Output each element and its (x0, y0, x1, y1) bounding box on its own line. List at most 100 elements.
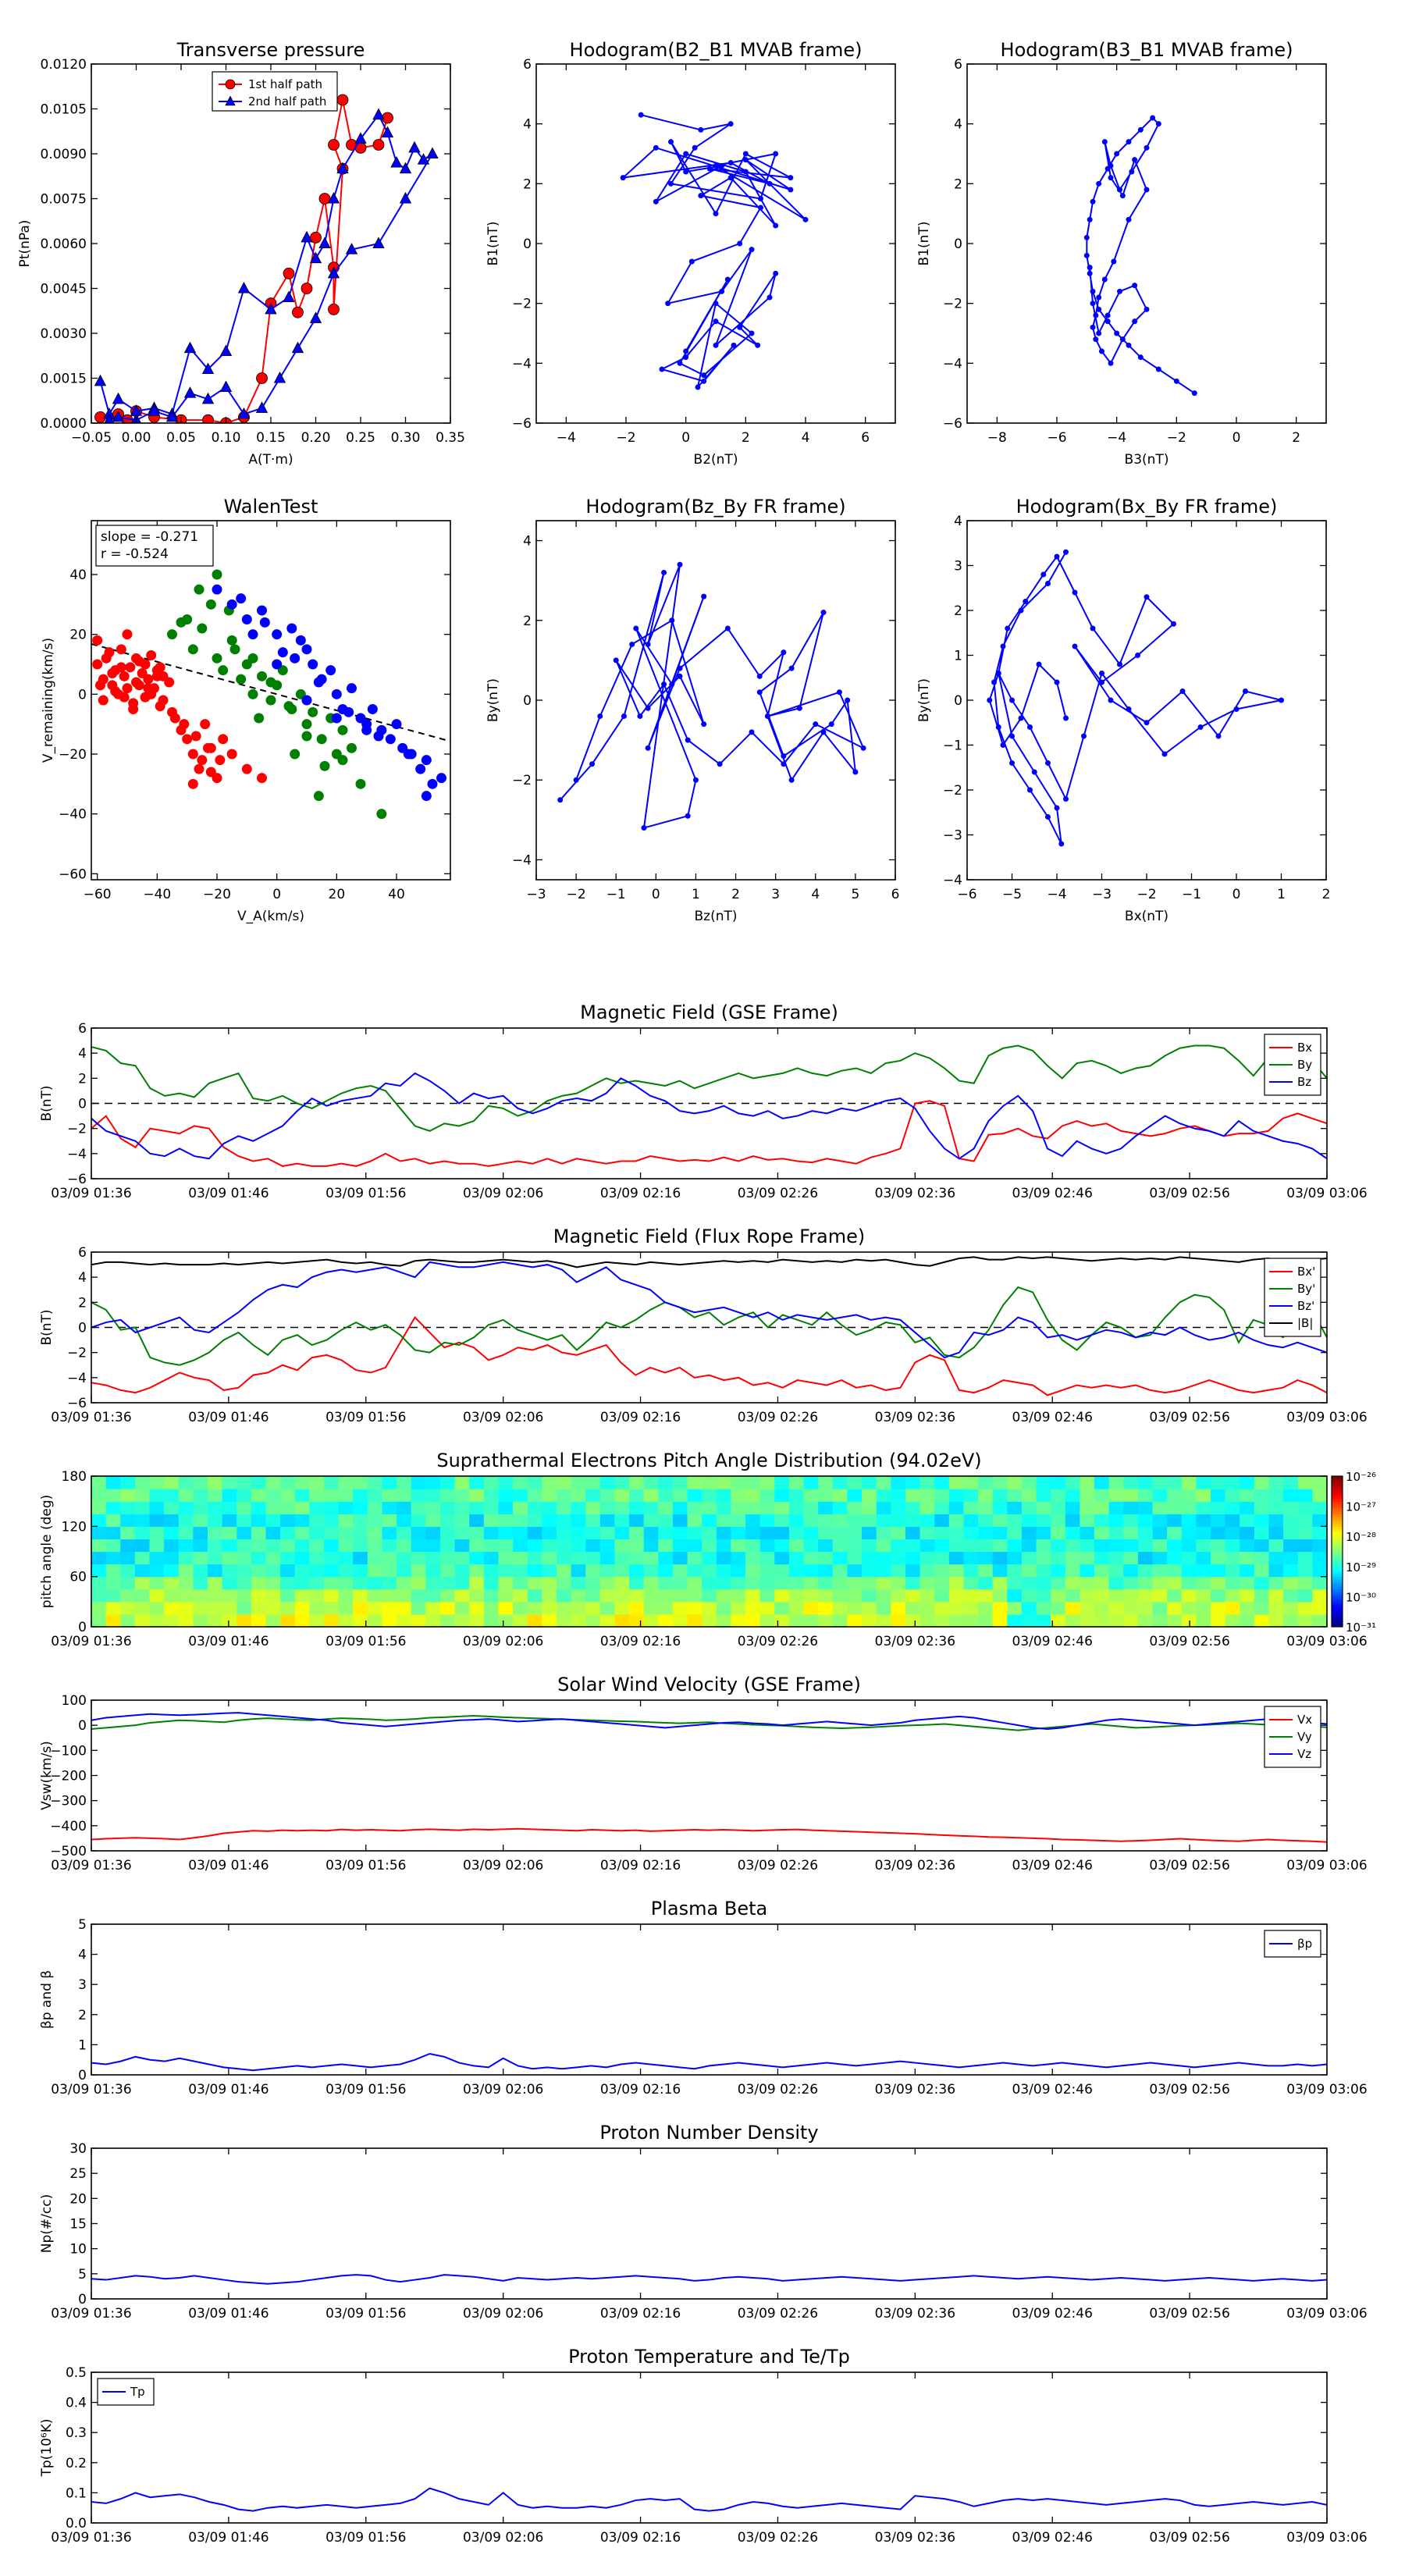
heatmap-cell (832, 1551, 848, 1565)
y-tick-label: 0 (78, 1718, 87, 1734)
heatmap-cell (1051, 1551, 1066, 1565)
heatmap-cell (439, 1564, 456, 1578)
y-tick-label: −2 (943, 297, 962, 312)
heatmap-cell (876, 1489, 891, 1502)
heatmap-cell (599, 1489, 616, 1502)
data-point (1215, 733, 1222, 739)
heatmap-cell (1021, 1539, 1037, 1553)
y-tick-label: −20 (59, 747, 87, 763)
heatmap-cell (1094, 1526, 1110, 1540)
heatmap-cell (687, 1576, 702, 1590)
data-point (399, 191, 412, 204)
data-point (828, 721, 834, 728)
heatmap-cell (367, 1501, 383, 1514)
heatmap-cell (164, 1576, 180, 1590)
x-tick-label: 03/09 02:06 (463, 2530, 543, 2546)
heatmap-cell (1007, 1551, 1023, 1565)
heatmap-cell (1196, 1551, 1211, 1565)
data-point (1090, 198, 1096, 205)
heatmap-cell (149, 1476, 165, 1489)
heatmap-cell (803, 1576, 819, 1590)
heatmap-cell (1137, 1614, 1154, 1628)
heatmap-cell (716, 1589, 732, 1603)
heatmap-cell (1254, 1614, 1270, 1628)
heatmap-cell (237, 1501, 252, 1514)
heatmap-cell (672, 1526, 688, 1540)
heatmap-cell (439, 1501, 456, 1514)
heatmap-cell (1211, 1539, 1226, 1553)
x-tick-label: 03/09 01:56 (325, 2306, 406, 2322)
heatmap-cell (454, 1476, 470, 1489)
heatmap-cell (439, 1539, 456, 1553)
plot-frame (91, 1027, 1328, 1179)
y-tick-label: −60 (59, 866, 87, 882)
heatmap-cell (294, 1576, 310, 1590)
data-point (254, 713, 265, 724)
heatmap-cell (788, 1539, 805, 1553)
heatmap-cell (1094, 1539, 1110, 1553)
data-point (1040, 571, 1047, 578)
heatmap-cell (1021, 1514, 1037, 1527)
data-point (218, 734, 229, 745)
heatmap-cell (280, 1614, 296, 1628)
heatmap-cell (571, 1501, 586, 1514)
data-point (197, 755, 208, 766)
data-point (197, 623, 208, 634)
heatmap-cell (1211, 1601, 1226, 1615)
y-tick-label: 0 (78, 2292, 87, 2307)
heatmap-cell (222, 1576, 237, 1590)
x-tick-label: 03/09 02:26 (738, 2082, 818, 2097)
x-tick-label: 5 (851, 887, 859, 902)
heatmap-cell (134, 1526, 151, 1540)
data-point (226, 599, 237, 610)
heatmap-cell (818, 1576, 834, 1590)
annotation-text: slope = -0.271 (101, 529, 198, 545)
heatmap-cell (1181, 1576, 1197, 1590)
heatmap-cell (978, 1489, 994, 1502)
heatmap-cell (919, 1564, 935, 1578)
heatmap-cell (1080, 1589, 1095, 1603)
colorbar-swatch (1332, 1601, 1343, 1605)
data-point (645, 745, 651, 751)
x-tick-label: 4 (811, 887, 820, 902)
heatmap-cell (294, 1539, 310, 1553)
x-tick-label: −2 (616, 430, 635, 446)
heatmap-cell (702, 1576, 717, 1590)
y-tick-label: −1 (943, 738, 962, 754)
data-point (229, 644, 240, 655)
data-point (1054, 805, 1060, 811)
data-point (167, 629, 177, 640)
heatmap-cell (1254, 1589, 1270, 1603)
series-line (100, 99, 389, 423)
y-tick-label: −6 (67, 1396, 87, 1411)
colorbar-swatch (1332, 1496, 1343, 1500)
heatmap-cell (439, 1526, 456, 1540)
timeseries-panel-3: Solar Wind Velocity (GSE Frame)−500−400−… (39, 1674, 1368, 1873)
heatmap-cell (1240, 1551, 1255, 1565)
heatmap-cell (818, 1601, 834, 1615)
heatmap-cell (439, 1489, 456, 1502)
heatmap-cell (338, 1576, 354, 1590)
data-point (179, 719, 190, 730)
y-tick-label: 4 (954, 117, 962, 133)
data-point (347, 683, 357, 694)
data-point (767, 180, 773, 187)
heatmap-cell (672, 1589, 688, 1603)
heatmap-cell (614, 1539, 630, 1553)
heatmap-cell (788, 1564, 805, 1578)
heatmap-cell (1312, 1489, 1328, 1502)
data-point (713, 301, 719, 307)
heatmap-cell (1108, 1526, 1124, 1540)
heatmap-cell (280, 1514, 296, 1527)
data-point (1096, 306, 1102, 312)
colorbar-swatch (1332, 1596, 1343, 1600)
heatmap-cell (91, 1514, 107, 1527)
heatmap-cell (934, 1601, 950, 1615)
heatmap-cell (1196, 1526, 1211, 1540)
heatmap-cell (1297, 1514, 1313, 1527)
x-tick-label: 03/09 02:16 (600, 2082, 681, 2097)
heatmap-cell (891, 1614, 906, 1628)
heatmap-cell (1080, 1576, 1095, 1590)
data-point (283, 701, 294, 712)
heatmap-cell (105, 1539, 121, 1553)
